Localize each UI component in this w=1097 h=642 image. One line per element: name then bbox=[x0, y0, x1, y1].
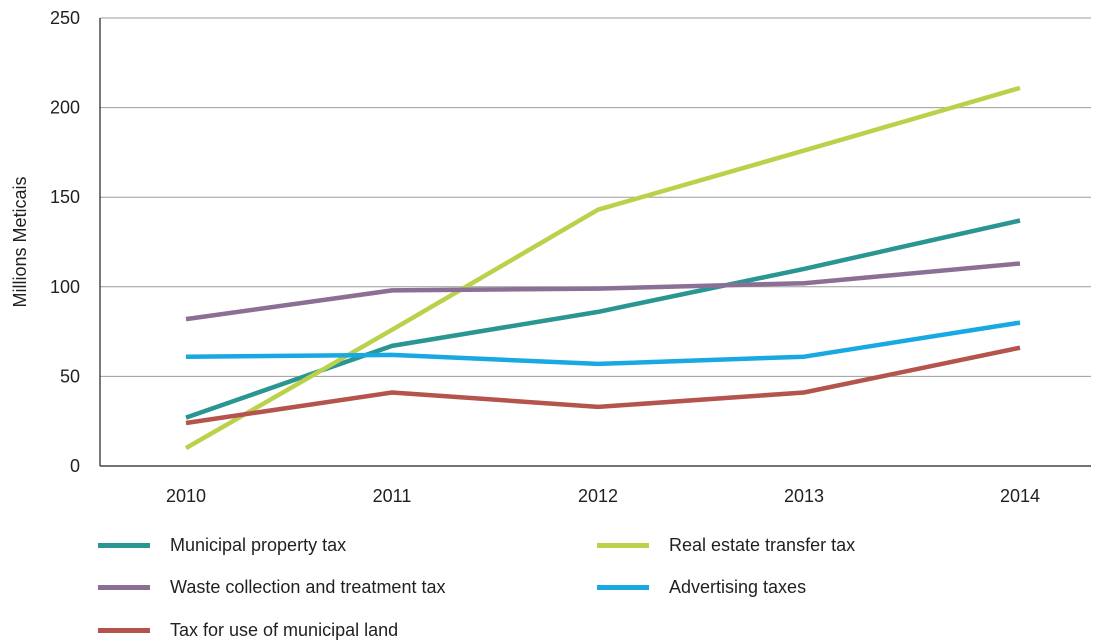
gridlines bbox=[100, 17, 1091, 377]
series-line-municipal-property-tax bbox=[185, 218, 1021, 420]
y-tick-label: 0 bbox=[70, 456, 80, 476]
tick-labels: 0 50 100 150 200 250 2010 2011 2012 2013 2014 bbox=[50, 8, 1040, 506]
x-tick-label: 2012 bbox=[578, 486, 618, 506]
series-lines bbox=[184, 85, 1021, 451]
series-line-tax-for-use-of-municipal-land bbox=[185, 345, 1021, 426]
series-line-advertising-taxes bbox=[185, 320, 1021, 367]
x-tick-label: 2014 bbox=[1000, 486, 1040, 506]
y-tick-label: 150 bbox=[50, 187, 80, 207]
x-tick-label: 2010 bbox=[166, 486, 206, 506]
series-line-real-estate-transfer-tax bbox=[184, 85, 1021, 451]
y-tick-label: 200 bbox=[50, 98, 80, 118]
series-line-waste-collection-and-treatment-tax bbox=[185, 261, 1021, 322]
y-tick-label: 50 bbox=[60, 366, 80, 386]
x-tick-label: 2011 bbox=[373, 486, 412, 506]
y-tick-label: 250 bbox=[50, 8, 80, 28]
axes bbox=[99, 18, 1091, 467]
x-tick-label: 2013 bbox=[784, 486, 824, 506]
y-tick-label: 100 bbox=[50, 277, 80, 297]
y-axis-label: Millions Meticais bbox=[10, 176, 30, 307]
